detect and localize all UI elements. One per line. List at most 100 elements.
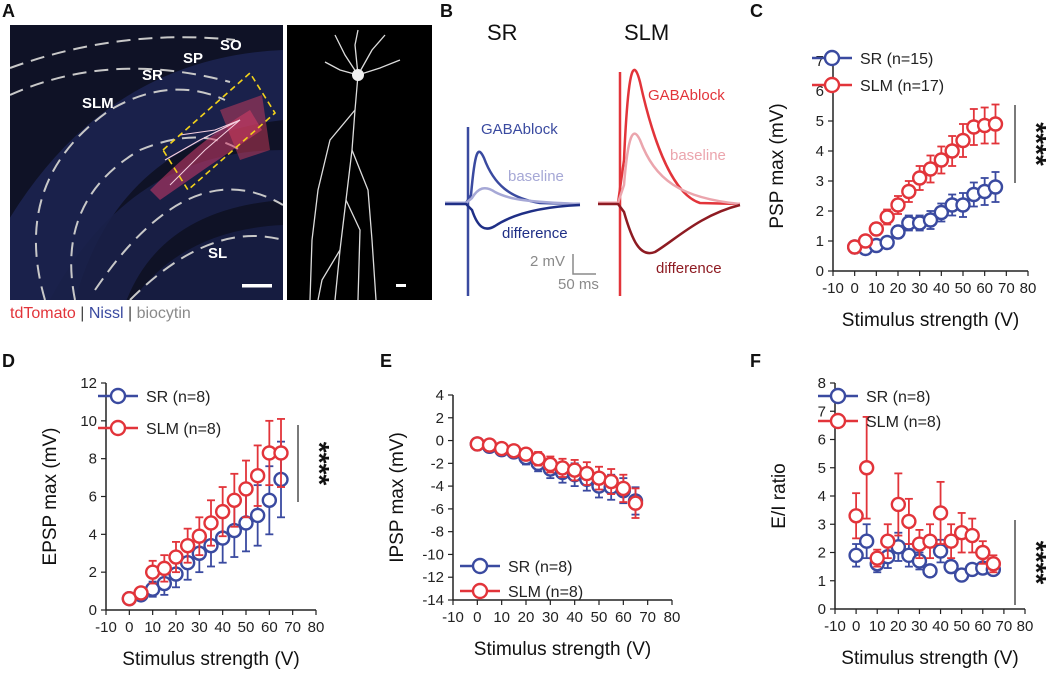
x-tick-label: 0 [852,618,860,635]
data-point [857,233,874,249]
x-tick-label: 0 [473,609,481,626]
data-point [901,183,917,200]
legend-marker [823,49,841,67]
x-axis-label: Stimulus strength (V) [842,310,1019,331]
sr-gabablock-label: GABAblock [481,121,558,138]
data-point [943,558,959,575]
data-point [858,533,875,549]
slm-baseline-trace [598,132,741,206]
panel-label-b: B [440,1,453,21]
y-tick-label: 5 [818,460,826,477]
data-point [987,116,1004,132]
x-tick-label: 80 [1020,280,1037,297]
y-tick-label: 0 [816,263,824,280]
y-tick-label: 7 [816,53,824,70]
data-point [901,513,917,530]
series-sr [846,171,1004,257]
x-tick-label: -10 [95,619,117,636]
data-point [955,197,971,213]
data-point [932,543,949,559]
legend-label: SR (n=8) [866,389,930,406]
scale-ms-label: 50 ms [558,276,599,293]
series-sr [848,523,1002,583]
scale-bar [396,284,406,287]
data-point [469,436,486,452]
x-tick-label: 60 [615,609,632,626]
x-tick-label: 60 [974,618,991,635]
x-tick-label: 70 [639,609,656,626]
data-point [238,515,254,531]
stain-nissl: Nissl [89,305,124,322]
panel-label-d: D [2,351,15,371]
data-point [964,527,980,544]
y-tick-label: 2 [436,410,444,427]
panel-e: E -10 0 10 20 30 40 50 60 70 80 -14 -12 -10 -8 -6 -4 -2 0… [380,351,680,660]
y-tick-label: 6 [89,489,97,506]
data-point [191,528,208,544]
y-axis-label: IPSP max (mV) [387,432,408,563]
data-point [869,550,885,566]
y-tick-label: 5 [816,113,824,130]
data-point [156,560,173,577]
y-tick-label: 1 [816,233,824,250]
legend-label: SR (n=15) [860,51,933,68]
data-point [975,544,991,561]
data-point [911,170,928,186]
legend-label: SR (n=8) [508,559,572,576]
y-tick-label: 3 [818,516,826,533]
x-tick-label: 10 [868,280,885,297]
data-point [273,445,289,461]
data-point [566,462,583,478]
data-point [848,508,864,524]
data-point [506,443,522,459]
data-point [890,224,906,240]
data-point [879,234,895,251]
y-tick-label: -12 [422,569,444,586]
x-tick-label: 80 [308,619,325,636]
x-tick-label: 20 [168,619,185,636]
y-tick-label: 0 [89,602,97,619]
data-point [627,495,644,511]
legend-label: SLM (n=8) [866,414,941,431]
x-axis-label: Stimulus strength (V) [122,649,299,670]
legend-label: SLM (n=17) [860,78,944,95]
trace-scale-bar: 2 mV 50 ms [530,253,599,293]
y-tick-label: 3 [816,173,824,190]
x-tick-label: 80 [664,609,681,626]
y-tick-label: 8 [818,375,826,392]
y-tick-label: 4 [436,387,444,404]
x-tick-label: 50 [955,280,972,297]
panel-label-c: C [750,1,763,21]
x-tick-label: 30 [191,619,208,636]
series-slm [848,415,1002,574]
data-point [944,143,960,159]
data-point [249,467,266,484]
data-point [943,533,959,549]
x-axis-label: Stimulus strength (V) [474,639,651,660]
slm-baseline-label: baseline [670,147,726,164]
panel-label-e: E [380,351,392,371]
y-tick-label: -10 [422,546,444,563]
x-tick-label: 10 [144,619,161,636]
x-tick-label: 70 [284,619,301,636]
sr-baseline-label: baseline [508,168,564,185]
x-tick-label: 30 [911,618,928,635]
y-tick-label: -6 [431,501,444,518]
y-tick-label: 8 [89,451,97,468]
layer-label-sp: SP [183,50,203,67]
panel-label-f: F [750,351,761,371]
data-point [922,212,939,228]
y-tick-label: 2 [816,203,824,220]
series-slm [846,103,1004,255]
data-point [214,503,231,520]
y-tick-label: -8 [431,524,444,541]
panel-a: A [2,1,432,322]
data-point [591,470,607,486]
y-tick-label: 10 [80,413,97,430]
layer-label-so: SO [220,37,242,54]
layer-label-slm: SLM [82,95,114,112]
y-tick-label: 12 [80,375,97,392]
data-point [868,221,885,237]
x-tick-label: 10 [493,609,510,626]
